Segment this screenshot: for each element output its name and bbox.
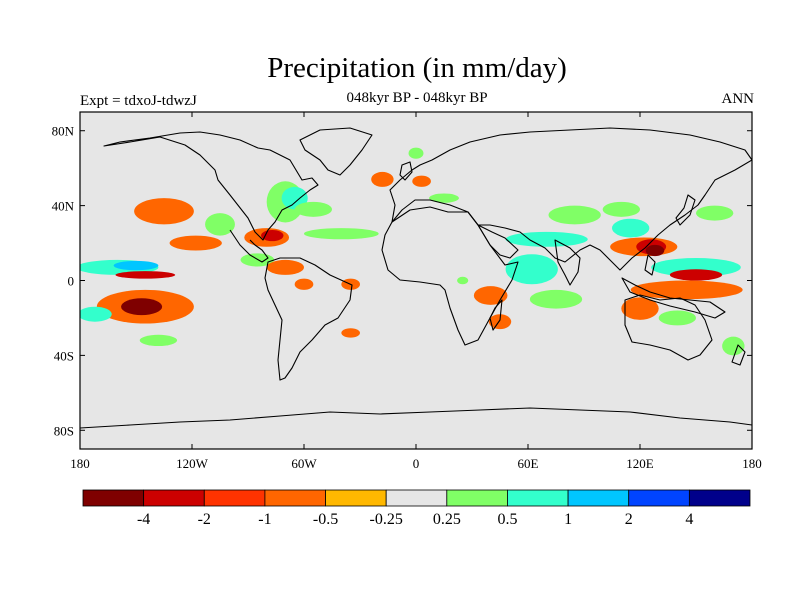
experiment-label: Expt = tdxoJ-tdwzJ [80,93,197,109]
anomaly-region [429,193,459,203]
anomaly-region [139,334,178,347]
anomaly-region [505,254,558,285]
anomaly-region [261,229,284,242]
anomaly-region [722,336,745,356]
anomaly-region [602,201,640,217]
anomaly-region [121,298,163,316]
anomaly-region [488,314,512,330]
central-america-coast [229,229,269,263]
anomaly-region [134,198,194,225]
new-zealand-coast [731,344,746,366]
anomaly-region [658,310,696,326]
chart-title: Precipitation (in mm/day) [267,52,567,84]
map-background [80,112,752,449]
x-tick-label: 0 [413,456,420,471]
anomaly-region [457,276,469,285]
anomaly-region [669,269,723,281]
colorbar-label: -2 [198,511,211,528]
x-tick-label: 60W [291,456,317,471]
colorbar: -4 -2 -1 -0.5 -0.25 0.25 0.5 1 2 4 [82,489,751,528]
colorbar-label: -4 [137,511,150,528]
season-label: ANN [721,91,755,107]
anomaly-region [696,205,734,221]
coastlines [80,127,752,429]
anomaly-region [612,218,650,238]
y-tick-label: 40S [54,348,74,363]
colorbar-swatch [203,489,266,507]
japan-coast [675,194,696,226]
y-tick-label: 80S [54,423,74,438]
y-tick-label: 80N [52,124,75,139]
anomaly-region [115,271,176,279]
colorbar-label: 0.25 [433,511,461,528]
anomaly-region [80,306,112,322]
anomaly-region [645,244,665,257]
colorbar-label: -1 [258,511,271,528]
y-tick-label: 0 [68,274,75,289]
chart-subtitle: 048kyr BP - 048kyr BP [346,90,488,106]
anomaly-region [304,228,379,240]
colorbar-swatch [325,489,387,507]
anomaly-region [113,260,159,271]
colorbar-swatch [385,489,448,507]
anomaly-region [408,147,424,159]
britain-coast [399,161,413,181]
colorbar-label: -0.5 [313,511,338,528]
anomaly-region [371,171,394,187]
north-america-coast [103,131,319,241]
anomaly-region [621,297,659,320]
africa-coast [381,206,519,346]
anomaly-region [473,286,508,305]
x-tick-label: 180 [742,456,762,471]
colorbar-swatch [628,489,690,507]
indonesia-coast [621,277,726,319]
colorbar-swatch [82,489,145,507]
anomaly-region [205,213,235,236]
colorbar-swatch [567,489,630,507]
anomaly-region [294,278,314,290]
y-tick-label: 40N [52,199,75,214]
australia-coast [624,294,713,361]
antarctica-coast [80,407,752,429]
axis-ticks: 180 120W 60W 0 60E 120E 180 80N 40N 0 40S 80S [52,112,762,471]
arabia-coast [477,224,519,259]
anomaly-region [412,175,431,187]
x-tick-label: 120W [176,456,209,471]
madagascar-coast [489,299,503,331]
colorbar-label: 0.5 [497,511,517,528]
x-tick-label: 60E [518,456,539,471]
anomaly-region [341,328,360,338]
india-coast [554,239,581,286]
colorbar-swatch [507,489,569,507]
south-america-coast [264,257,353,381]
colorbar-label: 2 [625,511,633,528]
anomaly-region [548,205,601,225]
colorbar-swatch [688,489,751,507]
anomaly-field [80,147,745,356]
anomaly-region [266,259,305,275]
colorbar-swatch [264,489,326,507]
colorbar-swatch [446,489,508,507]
x-tick-label: 120E [626,456,654,471]
anomaly-region [169,235,222,251]
colorbar-label: -0.25 [370,511,403,528]
anomaly-region [294,201,333,217]
greenland-coast [299,127,373,176]
anomaly-region [505,231,588,247]
colorbar-label: 4 [685,511,693,528]
philippines-coast [644,254,656,276]
anomaly-region [529,289,583,309]
x-tick-label: 180 [70,456,90,471]
colorbar-label: 1 [564,511,572,528]
colorbar-swatch [143,489,205,507]
